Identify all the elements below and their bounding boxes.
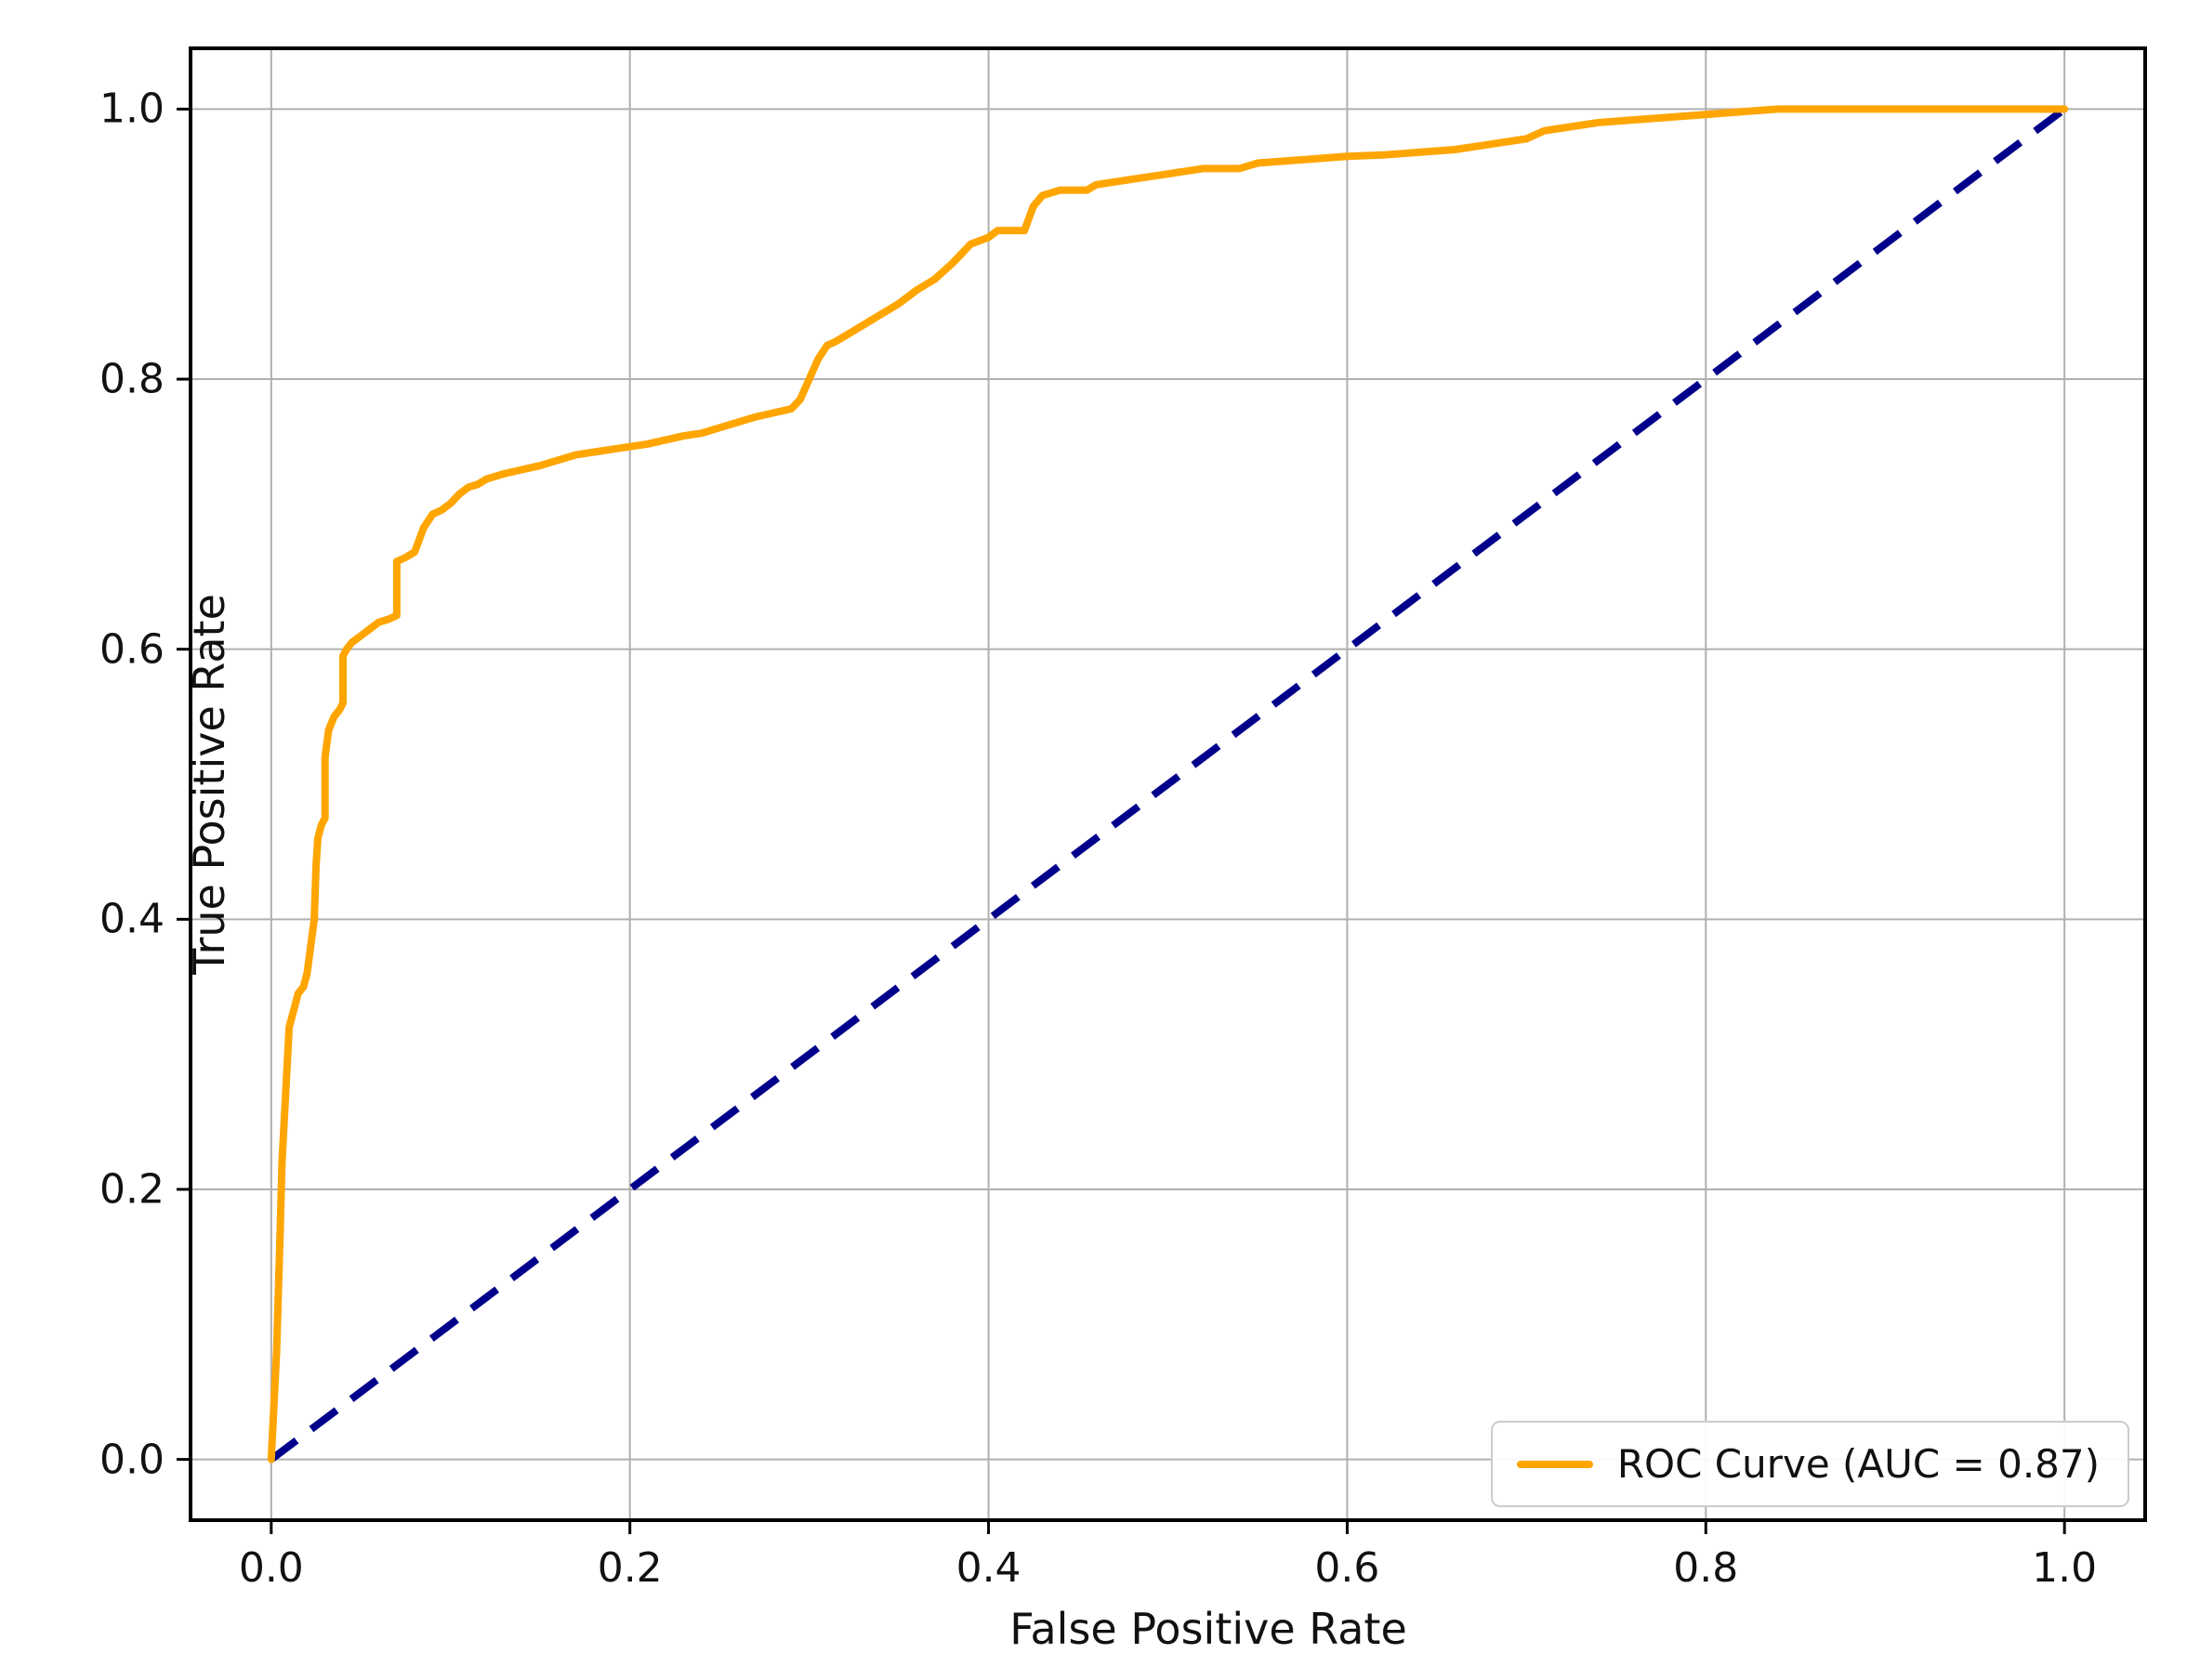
x-tick-label-1.0: 1.0 bbox=[2032, 1544, 2098, 1592]
x-tick-label-0.2: 0.2 bbox=[597, 1544, 663, 1592]
legend-label: ROC Curve (AUC = 0.87) bbox=[1616, 1441, 2100, 1487]
x-tick-label-0.4: 0.4 bbox=[955, 1544, 1021, 1592]
x-tick-label-0.6: 0.6 bbox=[1314, 1544, 1380, 1592]
y-tick-label-0.0: 0.0 bbox=[99, 1436, 165, 1484]
legend-roc-line-sample bbox=[1516, 1460, 1593, 1468]
legend: ROC Curve (AUC = 0.87) bbox=[1490, 1421, 2129, 1507]
y-tick-label-0.8: 0.8 bbox=[99, 355, 165, 403]
x-axis-label: False Positive Rate bbox=[1009, 1604, 1407, 1654]
y-axis-label: True Positive Rate bbox=[183, 594, 234, 975]
x-tick-label-0.0: 0.0 bbox=[238, 1544, 304, 1592]
y-tick-label-0.4: 0.4 bbox=[99, 895, 165, 943]
y-tick-label-0.6: 0.6 bbox=[99, 625, 165, 674]
y-tick-label-0.2: 0.2 bbox=[99, 1165, 165, 1214]
x-tick-label-0.8: 0.8 bbox=[1673, 1544, 1739, 1592]
y-tick-label-1.0: 1.0 bbox=[99, 85, 165, 133]
